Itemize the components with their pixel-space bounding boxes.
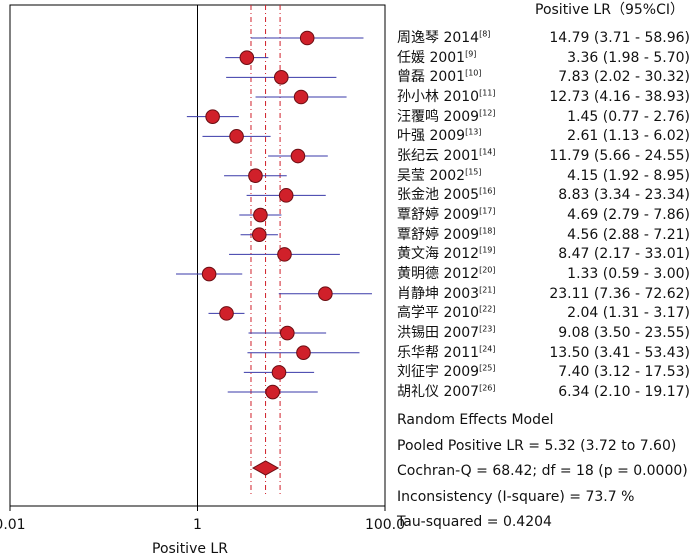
- points: [201, 30, 333, 476]
- summary-line: Pooled Positive LR = 5.32 (3.72 to 7.60): [397, 438, 677, 454]
- study-estimate: 4.15 (1.92 - 8.95): [567, 167, 690, 184]
- study-estimate: 23.11 (7.36 - 72.62): [549, 285, 690, 302]
- study-estimate: 6.34 (2.10 - 19.17): [558, 384, 690, 401]
- study-label: 张金池 2005[16]: [397, 186, 496, 204]
- study-point: [299, 30, 315, 46]
- study-label: 任媛 2001[9]: [397, 49, 477, 66]
- x-axis-label: Positive LR: [152, 541, 228, 557]
- study-label: 汪覆鸣 2009[12]: [397, 108, 496, 125]
- study-point: [290, 148, 306, 164]
- study-label: 覃舒婷 2009[17]: [397, 206, 496, 224]
- study-point: [273, 70, 289, 85]
- study-label: 黄文海 2012[19]: [397, 245, 496, 263]
- study-estimate: 13.50 (3.41 - 53.43): [549, 344, 690, 361]
- x-tick-label: 0.01: [0, 517, 26, 533]
- study-estimate: 11.79 (5.66 - 24.55): [549, 148, 690, 165]
- study-estimate: 8.47 (2.17 - 33.01): [558, 246, 690, 263]
- study-point: [293, 89, 309, 105]
- study-point: [318, 286, 333, 302]
- study-estimate: 1.33 (0.59 - 3.00): [567, 266, 690, 283]
- study-estimate: 2.04 (1.31 - 3.17): [567, 305, 690, 322]
- x-tick-label: 1: [193, 517, 202, 533]
- table-header: Positive LR（95%CI）: [535, 2, 684, 18]
- study-estimate: 14.79 (3.71 - 58.96): [549, 30, 690, 46]
- study-point: [296, 345, 311, 361]
- study-point: [229, 129, 244, 144]
- pooled-diamond: [251, 460, 280, 476]
- study-point: [205, 109, 220, 124]
- study-label: 刘征宇 2009[25]: [397, 363, 496, 381]
- study-label: 洪锡田 2007[23]: [397, 324, 496, 342]
- study-point: [277, 247, 292, 262]
- study-point: [271, 365, 287, 380]
- study-point: [219, 306, 234, 321]
- study-estimate: 4.56 (2.88 - 7.21): [567, 226, 690, 243]
- study-point: [251, 227, 267, 242]
- study-estimate: 12.73 (4.16 - 38.93): [549, 89, 690, 105]
- study-estimate: 1.45 (0.77 - 2.76): [567, 108, 690, 125]
- study-estimate: 2.61 (1.13 - 6.02): [567, 128, 690, 145]
- summary-line: Tau-squared = 0.4204: [397, 514, 552, 530]
- summary-line: Cochran-Q = 68.42; df = 18 (p = 0.0000): [397, 463, 688, 479]
- study-point: [278, 188, 294, 203]
- study-point: [248, 168, 263, 183]
- x-tick-label: 100.0: [365, 517, 405, 533]
- study-estimate: 3.36 (1.98 - 5.70): [567, 49, 690, 66]
- study-label: 吴莹 2002[15]: [397, 167, 482, 184]
- study-label: 叶强 2009[13]: [397, 127, 482, 145]
- study-label: 孙小林 2010[11]: [397, 88, 496, 105]
- plot-frame: [9, 4, 386, 507]
- x-axis: 0.01 1 100.0: [0, 506, 405, 533]
- study-point: [265, 384, 280, 400]
- study-point: [280, 325, 295, 341]
- study-point: [253, 207, 268, 223]
- study-label: 肖静坤 2003[21]: [397, 285, 496, 302]
- study-estimate: 9.08 (3.50 - 23.55): [558, 325, 690, 342]
- study-estimate: 7.83 (2.02 - 30.32): [558, 69, 690, 86]
- study-label: 覃舒婷 2009[18]: [397, 226, 496, 243]
- study-label: 周逸琴 2014[8]: [397, 29, 491, 46]
- study-estimate: 8.83 (3.34 - 23.34): [558, 187, 690, 204]
- study-label: 曾磊 2001[10]: [397, 68, 482, 86]
- summary-line: Random Effects Model: [397, 412, 554, 428]
- study-estimate: 4.69 (2.79 - 7.86): [567, 207, 690, 224]
- study-label: 黄明德 2012[20]: [397, 265, 496, 283]
- study-label: 张纪云 2001[14]: [397, 147, 496, 165]
- study-label: 高学平 2010[22]: [397, 304, 496, 322]
- study-point: [201, 266, 217, 282]
- summary-line: Inconsistency (I-square) = 73.7 %: [397, 489, 635, 505]
- study-point: [239, 50, 255, 65]
- study-estimate: 7.40 (3.12 - 17.53): [558, 364, 690, 381]
- study-label: 乐华帮 2011[24]: [397, 344, 496, 361]
- ci-lines: [176, 37, 372, 393]
- study-label: 胡礼仪 2007[26]: [397, 383, 496, 401]
